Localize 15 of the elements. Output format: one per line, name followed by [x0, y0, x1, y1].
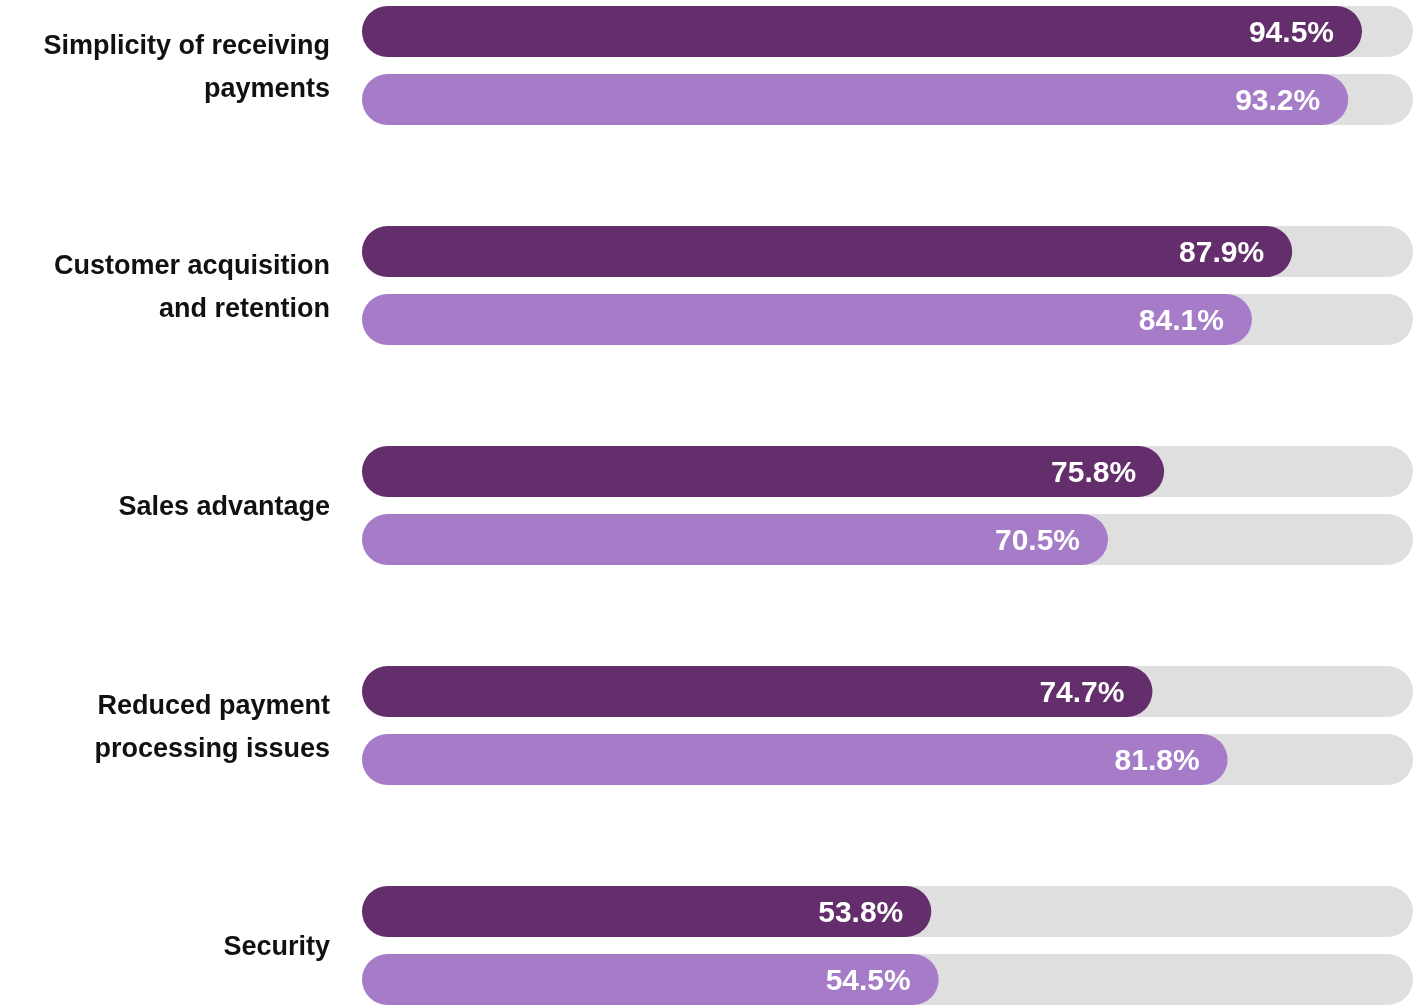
y-tick-label: Sales advantage — [118, 491, 330, 522]
data-label: 75.8% — [1051, 455, 1137, 489]
data-label: 93.2% — [1235, 83, 1321, 117]
y-tick-label: Reduced payment processing issues — [94, 689, 330, 763]
data-label: 74.7% — [1039, 675, 1125, 709]
data-label: 81.8% — [1114, 743, 1200, 777]
data-label: 54.5% — [825, 963, 911, 997]
y-tick-label: Customer acquisition and retention — [53, 249, 330, 323]
data-label: 53.8% — [818, 895, 904, 929]
data-label: 70.5% — [994, 523, 1081, 557]
y-tick-label: Simplicity of receiving payments — [43, 29, 330, 103]
data-label: 94.5% — [1248, 15, 1334, 49]
y-tick-label: Security — [223, 931, 330, 962]
data-label: 84.1% — [1138, 303, 1224, 337]
data-label: 87.9% — [1179, 235, 1265, 269]
